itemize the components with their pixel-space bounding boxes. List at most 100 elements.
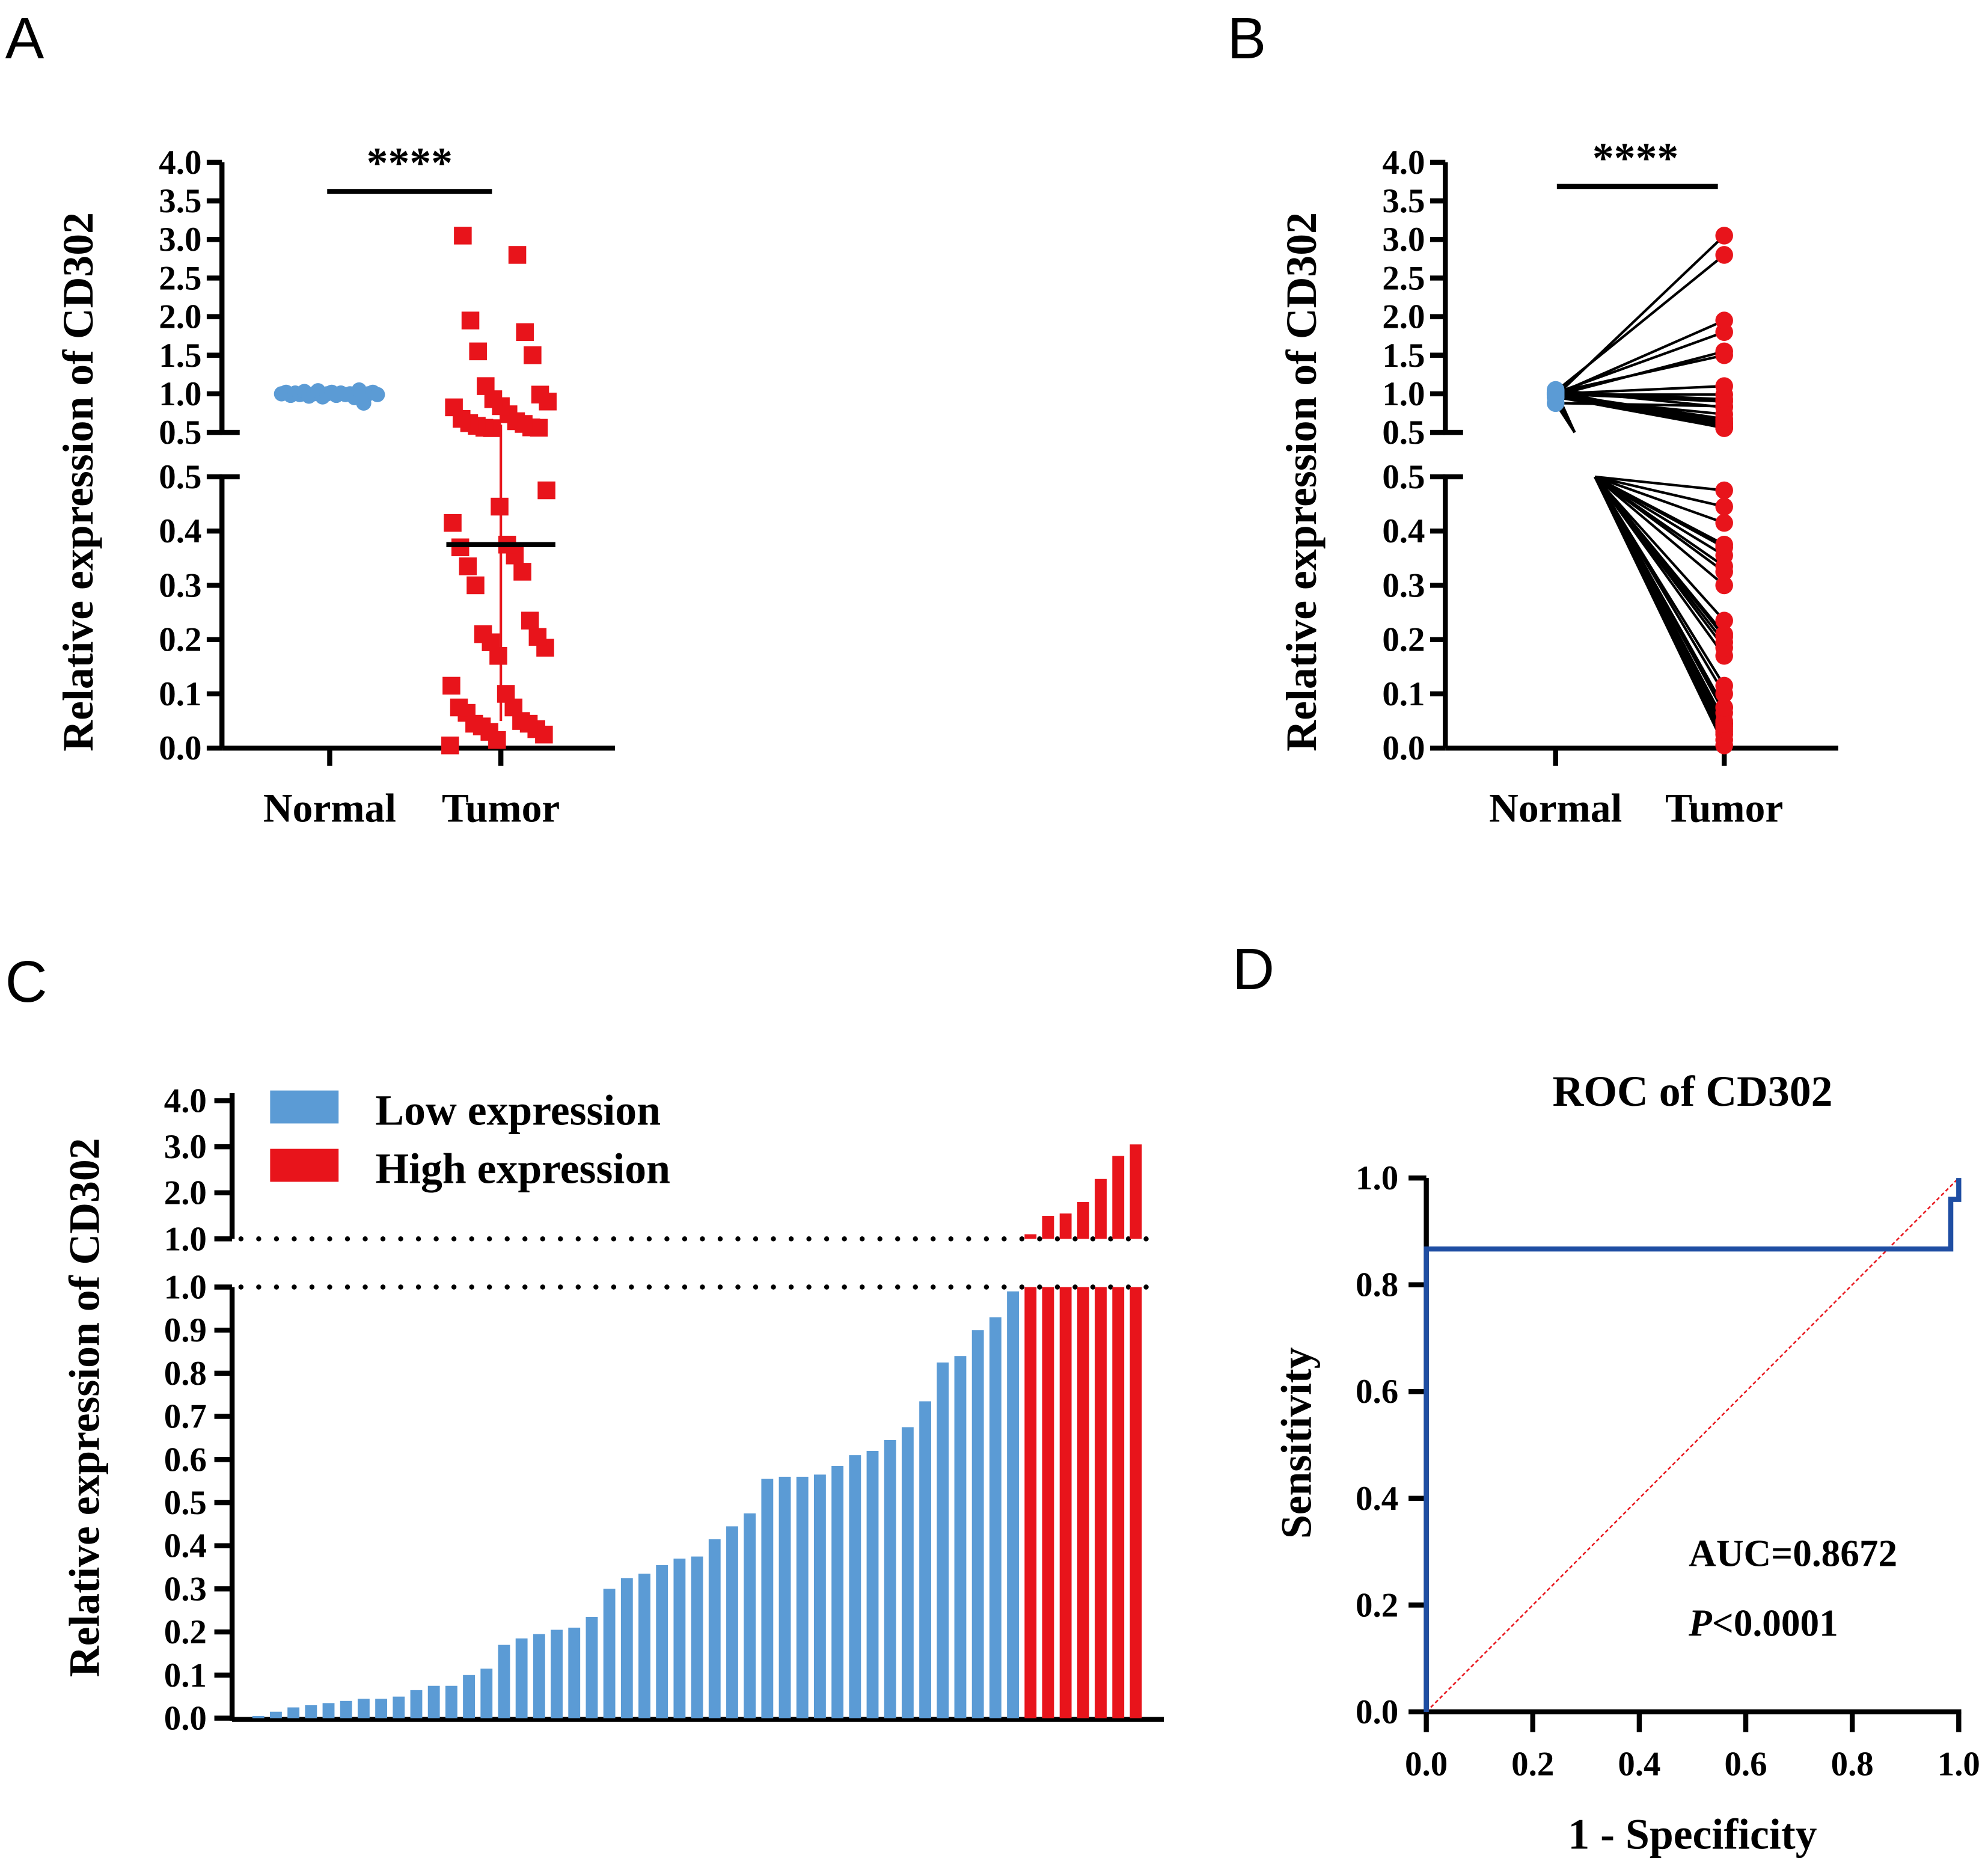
x-tick-label: 0.4 — [1618, 1745, 1660, 1783]
y-tick-label: 0.5 — [1382, 458, 1425, 496]
low-expression-bar — [971, 1330, 984, 1718]
x-tick-label: 0.0 — [1405, 1745, 1448, 1783]
low-expression-bar — [620, 1578, 633, 1718]
y-tick-label: 3.0 — [1382, 221, 1425, 259]
tumor-point — [508, 246, 527, 264]
tumor-point — [451, 538, 469, 557]
panel-a: 0.51.01.52.02.53.03.54.00.00.10.20.30.40… — [54, 139, 615, 831]
y-tick-label: 3.5 — [1382, 182, 1425, 220]
tumor-point — [524, 346, 542, 364]
y-tick-label: 3.5 — [159, 182, 201, 220]
tumor-point — [497, 685, 515, 703]
tumor-point — [441, 736, 459, 755]
y-tick-label: 0.0 — [164, 1699, 207, 1737]
low-expression-bar — [937, 1362, 949, 1718]
x-tick-label: 0.6 — [1724, 1745, 1767, 1783]
high-expression-bar — [1130, 1144, 1142, 1239]
y-tick-label: 0.4 — [164, 1527, 207, 1565]
tumor-point — [459, 557, 477, 575]
high-expression-bar — [1059, 1287, 1072, 1718]
chart-title: ROC of CD302 — [1553, 1067, 1833, 1115]
x-category-label: Tumor — [442, 786, 560, 831]
y-tick-label: 0.3 — [1382, 566, 1425, 604]
tumor-point — [1715, 535, 1733, 554]
y-tick-label: 0.0 — [1356, 1693, 1398, 1731]
tumor-point — [442, 676, 460, 695]
p-value: <0.0001 — [1712, 1602, 1838, 1644]
low-expression-bar — [515, 1638, 528, 1718]
y-tick-label: 0.1 — [159, 675, 201, 713]
y-tick-label: 0.2 — [159, 621, 201, 659]
y-tick-label: 0.5 — [164, 1484, 207, 1522]
low-expression-bar — [866, 1450, 879, 1718]
y-tick-label: 0.0 — [159, 729, 201, 767]
panel-label-b: B — [1228, 5, 1267, 71]
low-expression-bar — [480, 1669, 493, 1718]
tumor-point — [1715, 625, 1733, 643]
significance-stars: **** — [367, 139, 453, 187]
high-expression-bar — [1042, 1216, 1054, 1239]
y-tick-label: 0.4 — [159, 512, 201, 550]
tumor-point — [516, 323, 534, 342]
y-tick-label: 2.5 — [159, 259, 201, 297]
y-tick-label: 1.0 — [159, 375, 201, 413]
high-expression-bar — [1095, 1179, 1107, 1239]
panel-label-a: A — [5, 5, 44, 71]
pair-line — [1555, 402, 1725, 408]
low-expression-bar — [463, 1675, 475, 1718]
y-tick-label: 4.0 — [164, 1082, 207, 1120]
y-tick-label: 1.0 — [164, 1268, 207, 1306]
y-tick-label: 0.5 — [159, 458, 201, 496]
x-tick-label: 0.2 — [1511, 1745, 1554, 1783]
tumor-point — [454, 227, 472, 245]
y-tick-label: 0.5 — [159, 414, 201, 452]
pair-line — [1594, 476, 1725, 587]
low-expression-bar — [831, 1466, 844, 1718]
tumor-point — [1715, 481, 1733, 500]
p-label: P — [1688, 1602, 1713, 1644]
y-tick-label: 0.6 — [1356, 1373, 1398, 1411]
low-expression-bar — [656, 1565, 668, 1718]
y-axis-label: Sensitivity — [1273, 1347, 1321, 1539]
pair-line — [1555, 319, 1725, 396]
high-expression-bar — [1130, 1287, 1142, 1718]
legend-label-high: High expression — [375, 1145, 670, 1193]
low-expression-bar — [603, 1589, 616, 1718]
tumor-point — [466, 576, 485, 595]
x-tick-label: 0.8 — [1831, 1745, 1874, 1783]
low-expression-bar — [814, 1474, 826, 1718]
low-expression-bar — [498, 1645, 510, 1718]
high-expression-bar — [1059, 1213, 1072, 1239]
low-expression-bar — [270, 1711, 282, 1718]
high-expression-bar — [1095, 1287, 1107, 1718]
low-expression-bar — [551, 1629, 563, 1718]
tumor-point — [1715, 311, 1733, 330]
low-expression-bar — [427, 1685, 440, 1718]
panel-label-c: C — [5, 949, 47, 1014]
low-expression-bar — [287, 1707, 300, 1718]
low-expression-bar — [708, 1539, 721, 1718]
y-tick-label: 0.8 — [164, 1355, 207, 1393]
low-expression-bar — [744, 1513, 756, 1718]
tumor-point — [1715, 698, 1733, 717]
high-expression-bar — [1077, 1202, 1089, 1239]
tumor-point — [531, 385, 549, 403]
y-tick-label: 0.9 — [164, 1311, 207, 1349]
tumor-point — [474, 625, 492, 643]
pair-line — [1594, 475, 1725, 524]
high-expression-bar — [1024, 1287, 1037, 1718]
y-tick-label: 2.0 — [159, 298, 201, 336]
significance-stars: **** — [1592, 134, 1678, 182]
y-tick-label: 1.0 — [1382, 375, 1425, 413]
low-expression-bar — [989, 1317, 1002, 1718]
tumor-point — [1715, 342, 1733, 361]
pair-line — [1555, 385, 1725, 396]
y-axis-label: Relative expression of CD302 — [1277, 212, 1326, 752]
tumor-point — [491, 497, 509, 516]
y-tick-label: 1.0 — [1356, 1159, 1398, 1197]
tumor-point — [513, 563, 531, 581]
low-expression-bar — [568, 1627, 581, 1718]
y-tick-label: 2.5 — [1382, 259, 1425, 297]
y-tick-label: 4.0 — [159, 144, 201, 182]
y-tick-label: 0.5 — [1382, 414, 1425, 452]
